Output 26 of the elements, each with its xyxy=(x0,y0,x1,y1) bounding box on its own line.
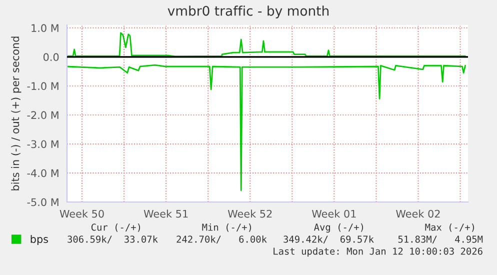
text: Min (-/+) xyxy=(202,223,252,232)
line-series xyxy=(67,64,466,192)
x-tick-label: Week 01 xyxy=(312,210,356,218)
y-tick-label: -1.0 M xyxy=(27,82,58,90)
x-tick-label: Week 51 xyxy=(144,210,188,218)
legend-label: bps xyxy=(30,234,48,246)
y-tick-label: 0.0 xyxy=(43,53,59,62)
x-tick-label: Week 52 xyxy=(228,210,272,218)
x-tick-label: Week 50 xyxy=(60,210,104,218)
text: Last update: Mon Jan 12 10:00:03 2026 xyxy=(274,247,482,257)
x-tick-label: Week 02 xyxy=(396,210,440,218)
y-tick-label: -4.0 M xyxy=(27,169,58,178)
line-series xyxy=(67,32,466,58)
text: 242.70k/ 6.00k xyxy=(176,235,267,244)
text: Avg (-/+) xyxy=(314,223,364,233)
y-axis-title: bits in (-) / out (+) per second xyxy=(11,36,22,190)
text: Max (-/+) xyxy=(425,223,474,232)
y-tick-label: -5.0 M xyxy=(27,198,58,206)
text: Cur (-/+) xyxy=(91,223,140,232)
text: 349.42k/ 69.57k xyxy=(284,235,374,244)
text: 51.83M/ 4.95M xyxy=(398,236,483,244)
y-tick-label: 1.0 M xyxy=(32,24,58,32)
text: 306.59k/ 33.07k xyxy=(68,235,158,244)
chart-title: vmbr0 traffic - by month xyxy=(168,6,329,18)
y-tick-label: -2.0 M xyxy=(27,111,58,120)
y-tick-label: -3.0 M xyxy=(27,140,58,148)
